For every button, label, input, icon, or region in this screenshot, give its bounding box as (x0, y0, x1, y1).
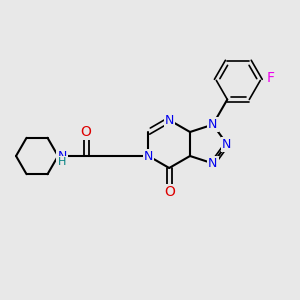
Text: N: N (208, 157, 218, 170)
Text: N: N (164, 113, 174, 127)
Text: O: O (164, 185, 175, 199)
Text: O: O (81, 125, 92, 139)
Text: N: N (208, 118, 218, 131)
Text: N: N (144, 149, 153, 163)
Text: F: F (266, 71, 274, 85)
Text: N: N (222, 137, 232, 151)
Text: H: H (58, 157, 66, 167)
Text: N: N (57, 149, 67, 163)
